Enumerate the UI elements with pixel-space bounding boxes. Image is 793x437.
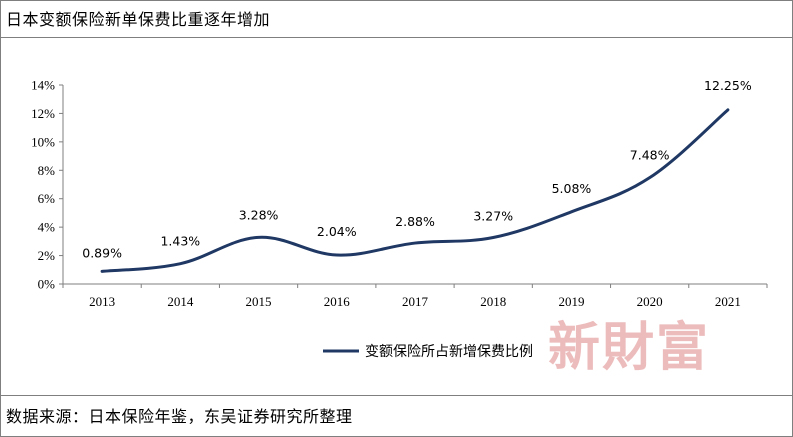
y-tick-label: 8% (38, 163, 56, 178)
y-tick-label: 14% (31, 78, 55, 93)
legend-label: 变额保险所占新增保费比例 (365, 344, 533, 360)
y-tick-label: 10% (31, 134, 55, 149)
y-tick-label: 12% (31, 106, 55, 121)
y-tick-label: 2% (38, 248, 56, 263)
source-note: 数据来源：日本保险年鉴，东吴证券研究所整理 (6, 407, 353, 426)
title-divider (0, 37, 793, 38)
y-tick-label: 6% (38, 191, 56, 206)
y-axis: 0% 2% 4% 6% 8% 10% 12% 14% (31, 78, 64, 292)
x-tick-label: 2014 (167, 294, 194, 309)
legend: 变额保险所占新增保费比例 (323, 344, 533, 360)
x-tick-label: 2020 (637, 294, 663, 309)
data-label: 2.88% (395, 214, 435, 229)
data-label: 12.25% (704, 78, 752, 93)
source-divider (0, 395, 793, 396)
x-tick-label: 2021 (715, 294, 741, 309)
x-axis: 2013 2014 2015 2016 2017 2018 2019 2020 2021 (62, 283, 768, 309)
series-line (100, 108, 730, 273)
x-tick-label: 2015 (246, 294, 272, 309)
x-tick-label: 2016 (324, 294, 351, 309)
y-tick-label: 0% (38, 277, 56, 292)
x-tick-label: 2017 (402, 294, 429, 309)
data-label: 3.28% (239, 207, 279, 222)
x-tick-label: 2019 (558, 294, 584, 309)
y-tick-label: 4% (38, 220, 56, 235)
data-labels: 0.89% 1.43% 3.28% 2.04% 2.88% 3.27% 5.08% 7.48%… (82, 78, 752, 260)
watermark-logo: 新財富 (548, 317, 710, 378)
series-line-group (100, 108, 730, 273)
data-label: 5.08% (552, 181, 592, 196)
data-label: 2.04% (317, 224, 357, 239)
chart-title: 日本变额保险新单保费比重逐年增加 (6, 10, 271, 29)
data-label: 7.48% (630, 148, 670, 163)
data-label: 3.27% (473, 209, 513, 224)
x-tick-label: 2018 (480, 294, 506, 309)
data-label: 1.43% (160, 234, 200, 249)
x-tick-label: 2013 (89, 294, 115, 309)
data-label: 0.89% (82, 245, 122, 260)
